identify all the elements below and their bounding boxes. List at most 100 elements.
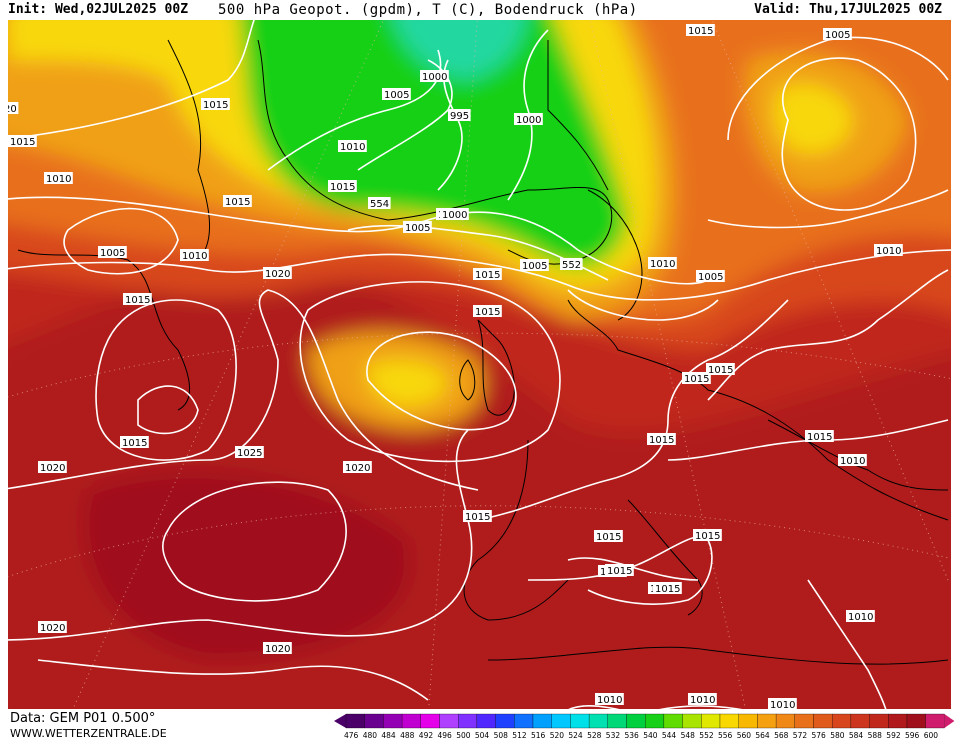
legend-swatch (757, 713, 777, 729)
isobar-label: 1010 (874, 244, 903, 257)
isobar-label-text: 1015 (695, 531, 720, 542)
isobar-label: 1015 (201, 98, 230, 111)
isobar-label: 1015 (682, 372, 711, 385)
legend-swatch (383, 713, 403, 729)
isobar-label: 1020 (343, 461, 372, 474)
legend-arrow-low (334, 714, 346, 728)
legend-tick-label: 548 (681, 731, 696, 740)
legend-tick-label: 520 (550, 731, 565, 740)
isobar-label-text: 1015 (475, 307, 500, 318)
isobar-label: 1005 (520, 259, 549, 272)
isobar-label: 1015 (706, 363, 735, 376)
isobar-label: 1000 (420, 70, 449, 83)
legend-tick-label: 516 (531, 731, 546, 740)
legend-tick-label: 556 (718, 731, 733, 740)
isobar-label: 1000 (440, 208, 469, 221)
isobar-label-text: 1015 (10, 137, 35, 148)
isobar-label: 1015 (605, 564, 634, 577)
isobar-label-text: 1010 (46, 174, 71, 185)
legend-swatch (514, 713, 534, 729)
isobar-label: 1010 (846, 610, 875, 623)
isobar-labels: 1015100520101510151010100510009951000101… (8, 24, 903, 709)
isobar-label-text: 1010 (182, 251, 207, 262)
isobar-label-text: 552 (562, 260, 581, 271)
legend-swatch (719, 713, 739, 729)
legend-swatch (420, 713, 440, 729)
legend-swatch (570, 713, 590, 729)
legend-swatch (607, 713, 627, 729)
legend-swatch (439, 713, 459, 729)
isobar-label: 1010 (768, 698, 797, 709)
init-value: Wed,02JUL2025 00Z (54, 2, 189, 17)
isobar-label-text: 1010 (690, 695, 715, 706)
isobar-label-text: 554 (370, 199, 389, 210)
legend-swatch (645, 713, 665, 729)
legend-swatch (906, 713, 926, 729)
isobar-label: 1005 (98, 246, 127, 259)
legend-swatch (775, 713, 795, 729)
isobar-label: 1025 (235, 446, 264, 459)
isobar-label: 1015 (473, 305, 502, 318)
legend-tick-label: 544 (662, 731, 677, 740)
isobar-label: 1015 (223, 195, 252, 208)
isobar-label: 1015 (647, 433, 676, 446)
legend-tick-label: 596 (905, 731, 920, 740)
isobar-label-text: 1015 (203, 100, 228, 111)
isobar-label: 1005 (382, 88, 411, 101)
isobar-label-text: 1015 (607, 566, 632, 577)
legend-tick-label: 584 (849, 731, 864, 740)
isobar-label: 20 (8, 102, 19, 115)
legend-swatch (701, 713, 721, 729)
color-scale-legend: 476 480 484 488 492 496 500 504 508 512 516 520 524 5… (334, 713, 955, 740)
weather-map: 1015100520101510151010100510009951000101… (8, 20, 951, 709)
legend-swatch (738, 713, 758, 729)
isobar-label: 1020 (38, 461, 67, 474)
legend-tick-label: 488 (400, 731, 415, 740)
valid-value: Thu,17JUL2025 00Z (808, 2, 942, 17)
legend-tick-label: 480 (363, 731, 378, 740)
isobar-label-text: 1005 (698, 272, 723, 283)
isobar-label: 1010 (180, 249, 209, 262)
legend-swatch (401, 713, 421, 729)
legend-tick-label: 476 (344, 731, 359, 740)
map-title: 500 hPa Geopot. (gpdm), T (C), Bodendruc… (218, 2, 638, 18)
isobar-label: 1015 (805, 430, 834, 443)
legend-tick-label: 564 (755, 731, 770, 740)
isobar-label: 1020 (263, 642, 292, 655)
map-canvas: 1015100520101510151010100510009951000101… (8, 20, 951, 709)
legend-tick-label: 592 (886, 731, 901, 740)
init-label: Init: (8, 2, 48, 17)
isobar-label: 1015 (8, 135, 37, 148)
isobar-label-text: 1015 (807, 432, 832, 443)
isobar-label: 1015 (328, 180, 357, 193)
isobar-label-text: 1015 (465, 512, 490, 523)
isobar-label-text: 1015 (122, 438, 147, 449)
isobar-label-text: 1005 (405, 223, 430, 234)
legend-swatch (832, 713, 852, 729)
isobar-label: 554 (368, 197, 391, 210)
legend-tick-label: 576 (812, 731, 827, 740)
isobar-label: 1010 (595, 693, 624, 706)
legend-tick-label: 484 (381, 731, 396, 740)
isobar-label: 1020 (38, 621, 67, 634)
isobar-label: 1015 (123, 293, 152, 306)
legend-tick-label: 500 (456, 731, 471, 740)
isobar-label: 1020 (263, 267, 292, 280)
valid-time: Valid: Thu,17JUL2025 00Z (754, 2, 942, 18)
isobar-label-text: 1020 (265, 269, 290, 280)
legend-tick-label: 532 (606, 731, 621, 740)
temperature-field (8, 20, 951, 709)
legend-tick-label: 552 (699, 731, 714, 740)
isobar-label-text: 1010 (650, 259, 675, 270)
isobar-label-text: 1010 (770, 700, 795, 709)
init-time: Init: Wed,02JUL2025 00Z (8, 2, 188, 18)
legend-tick-label: 600 (924, 731, 939, 740)
legend-tick-label: 572 (793, 731, 808, 740)
website-credit: WWW.WETTERZENTRALE.DE (10, 727, 167, 740)
isobar-label: 1015 (594, 530, 623, 543)
isobar-label-text: 1015 (330, 182, 355, 193)
isobar-label-text: 1020 (345, 463, 370, 474)
isobar-label-text: 1015 (649, 435, 674, 446)
legend-tick-label: 540 (643, 731, 658, 740)
isobar-label-text: 1020 (40, 463, 65, 474)
